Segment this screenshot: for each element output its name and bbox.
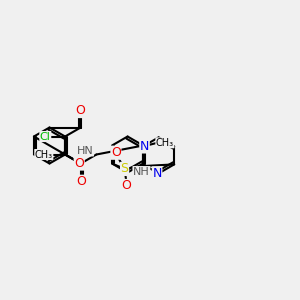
Text: S: S xyxy=(121,162,129,176)
Text: N: N xyxy=(140,140,149,153)
Text: O: O xyxy=(76,175,86,188)
Text: NH: NH xyxy=(133,167,150,177)
Text: CH₃: CH₃ xyxy=(156,138,174,148)
Text: N: N xyxy=(152,167,162,180)
Text: O: O xyxy=(74,157,84,170)
Text: O: O xyxy=(122,179,131,193)
Text: HN: HN xyxy=(77,146,93,156)
Text: CH₃: CH₃ xyxy=(35,149,53,160)
Text: O: O xyxy=(111,146,121,159)
Text: O: O xyxy=(76,104,85,118)
Text: Cl: Cl xyxy=(40,131,51,142)
